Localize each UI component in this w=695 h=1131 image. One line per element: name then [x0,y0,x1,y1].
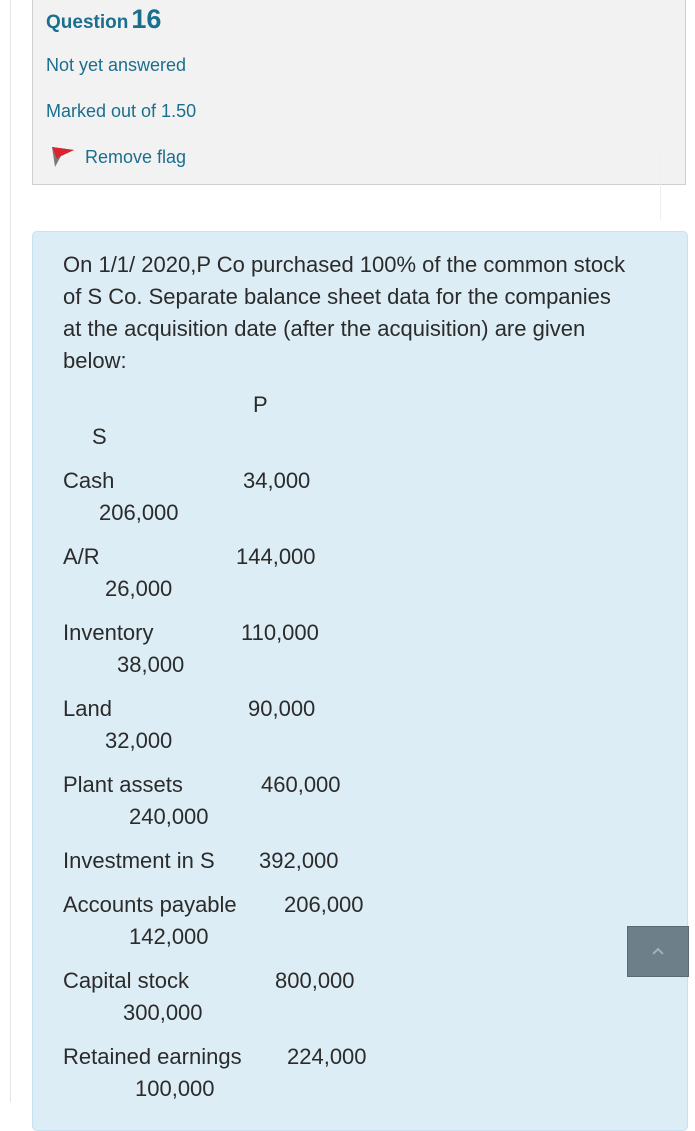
row-value-p: 144,000 [236,544,316,569]
row-label: Capital stock [63,968,189,993]
column-header-p: P [253,392,268,417]
answer-status: Not yet answered [46,55,187,75]
row-value-s: 206,000 [99,500,179,525]
row-label: Cash [63,468,115,493]
row-label: Plant assets [63,772,183,797]
row-value-s: 38,000 [117,652,185,677]
row-value-s: 240,000 [129,804,209,829]
row-value-p: 90,000 [248,696,316,721]
question-text-box: On 1/1/ 2020,P Co purchased 100% of the … [32,231,688,1131]
row-label: Inventory [63,620,154,645]
row-value-p: 800,000 [275,968,355,993]
row-value-s: 142,000 [129,924,209,949]
row-value-p: 224,000 [287,1044,367,1069]
chevron-up-icon [651,943,665,961]
question-info-panel: Question 16 Not yet answered Marked out o… [32,0,686,185]
question-number: 16 [131,4,162,34]
row-value-s: 100,000 [135,1076,215,1101]
question-intro: On 1/1/ 2020,P Co purchased 100% of the … [63,252,626,373]
row-value-p: 110,000 [241,620,319,645]
row-label: Accounts payable [63,892,237,917]
row-value-p: 206,000 [284,892,364,917]
row-label: Investment in S [63,848,215,873]
question-marks: Marked out of 1.50 [46,101,197,121]
scroll-to-top-button[interactable] [627,926,689,977]
remove-flag-label: Remove flag [85,146,187,167]
page-left-border [10,0,11,1102]
row-value-p: 34,000 [243,468,311,493]
question-title: Question 16 [46,4,161,35]
row-value-s: 32,000 [105,728,173,753]
row-value-p: 460,000 [261,772,341,797]
row-label: Retained earnings [63,1044,242,1069]
question-label: Question [46,12,129,33]
row-value-p: 392,000 [259,848,339,873]
column-header-s: S [92,424,107,449]
background-divider [660,150,691,220]
row-label: A/R [63,544,100,569]
remove-flag-button[interactable]: Remove flag [49,145,186,169]
row-value-s: 300,000 [123,1000,203,1025]
row-label: Land [63,696,112,721]
row-value-s: 26,000 [105,576,173,601]
flag-icon [49,145,75,169]
